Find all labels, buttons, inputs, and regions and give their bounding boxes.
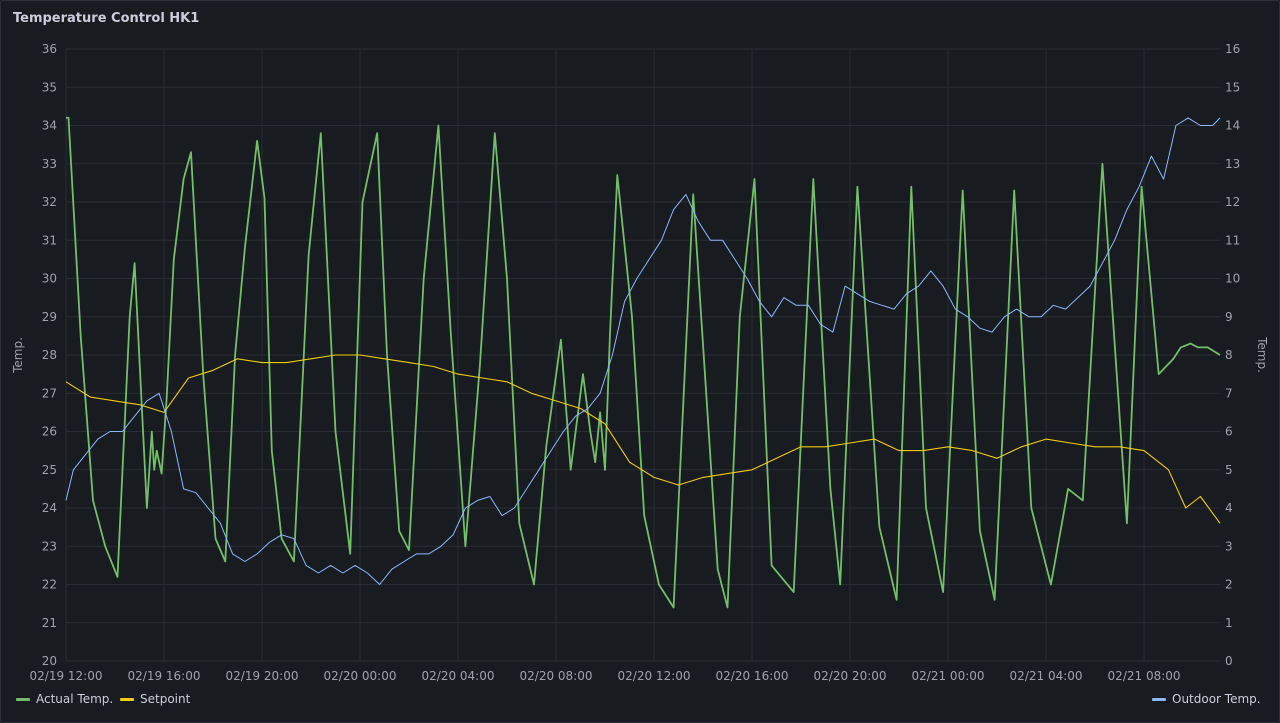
x-tick-label: 02/20 20:00 [814,669,887,683]
legend: Actual Temp. Setpoint Outdoor Temp. [16,692,1261,706]
right-axis-title: Temp. [1255,336,1269,373]
left-tick-label: 24 [42,501,57,515]
right-tick-label: 14 [1225,119,1240,133]
left-tick-label: 32 [42,195,57,209]
left-tick-label: 31 [42,233,57,247]
left-tick-label: 34 [42,119,57,133]
right-tick-label: 9 [1225,310,1233,324]
left-tick-label: 23 [42,539,57,553]
right-tick-label: 13 [1225,157,1240,171]
left-tick-label: 26 [42,425,57,439]
left-tick-label: 25 [42,463,57,477]
x-tick-label: 02/19 20:00 [226,669,299,683]
legend-item-actual-temp[interactable]: Actual Temp. [16,692,113,706]
x-axis-ticks: 02/19 12:00 02/19 16:00 02/19 20:00 02/20 0… [30,669,1181,683]
right-tick-label: 12 [1225,195,1240,209]
legend-item-setpoint[interactable]: Setpoint [120,692,191,706]
legend-label-actual-temp: Actual Temp. [36,692,113,706]
right-tick-label: 2 [1225,578,1233,592]
left-tick-label: 28 [42,348,57,362]
legend-swatch-actual-temp [16,698,30,701]
x-tick-label: 02/19 16:00 [128,669,201,683]
left-axis-title: Temp. [11,337,25,374]
x-tick-label: 02/21 08:00 [1108,669,1181,683]
right-tick-label: 4 [1225,501,1233,515]
right-tick-label: 5 [1225,463,1233,477]
x-tick-label: 02/20 04:00 [422,669,495,683]
right-tick-label: 16 [1225,42,1240,56]
right-tick-label: 15 [1225,80,1240,94]
legend-swatch-outdoor-temp [1152,698,1166,701]
x-tick-label: 02/20 12:00 [618,669,691,683]
left-tick-label: 20 [42,654,57,668]
left-tick-label: 30 [42,272,57,286]
left-tick-label: 33 [42,157,57,171]
left-tick-label: 36 [42,42,57,56]
right-tick-label: 11 [1225,233,1240,247]
left-tick-label: 21 [42,616,57,630]
right-tick-label: 1 [1225,616,1233,630]
right-tick-label: 3 [1225,539,1233,553]
series-lines [65,116,1221,609]
x-tick-label: 02/20 16:00 [716,669,789,683]
x-tick-label: 02/20 08:00 [520,669,593,683]
panel-title: Temperature Control HK1 [13,11,200,26]
left-tick-label: 22 [42,578,57,592]
right-tick-label: 7 [1225,386,1233,400]
left-tick-label: 27 [42,386,57,400]
x-tick-label: 02/20 00:00 [324,669,397,683]
legend-item-outdoor-temp[interactable]: Outdoor Temp. [1152,692,1261,706]
series-line-setpoint [65,354,1221,524]
right-tick-label: 0 [1225,654,1233,668]
left-tick-label: 29 [42,310,57,324]
right-tick-label: 10 [1225,272,1240,286]
series-line-actual-temp [66,116,1221,609]
x-tick-label: 02/21 00:00 [912,669,985,683]
legend-swatch-setpoint [120,698,134,701]
right-tick-label: 8 [1225,348,1233,362]
x-tick-label: 02/19 12:00 [30,669,103,683]
left-tick-label: 35 [42,80,57,94]
legend-label-outdoor-temp: Outdoor Temp. [1172,692,1261,706]
x-tick-label: 02/21 04:00 [1010,669,1083,683]
series-line-outdoor-temp [65,117,1221,585]
right-tick-label: 6 [1225,425,1233,439]
legend-label-setpoint: Setpoint [140,692,191,706]
left-axis-ticks: 20 21 22 23 24 25 26 27 28 29 30 31 32 33 34 35 36 [42,42,57,668]
grid [65,48,1220,662]
